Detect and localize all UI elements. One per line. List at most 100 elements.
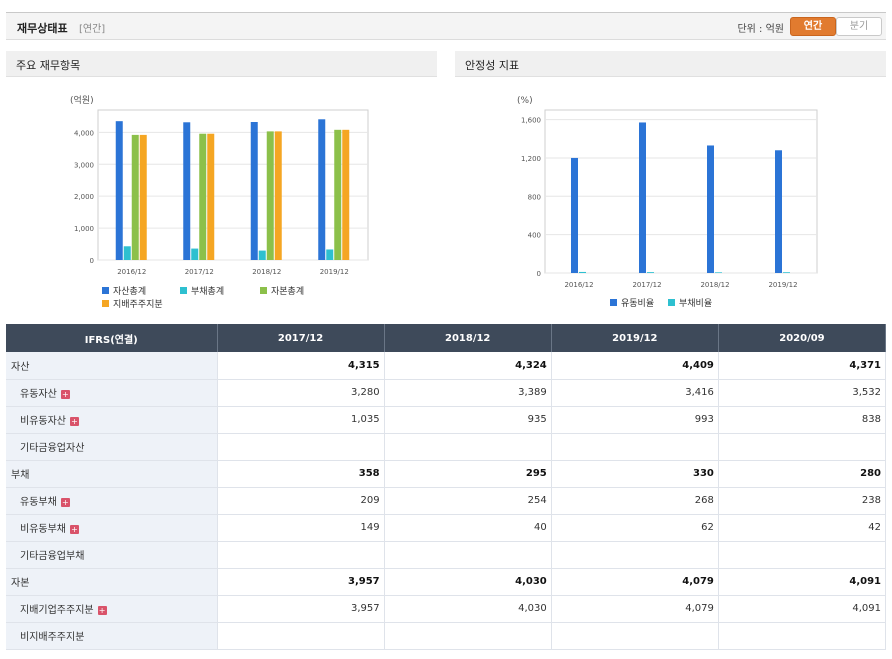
legend-label: 부채총계 — [191, 285, 224, 297]
value-cell: 3,957 — [217, 568, 385, 596]
value-cell — [718, 541, 887, 569]
expand-plus-icon[interactable]: + — [70, 524, 79, 534]
quarterly-toggle-button[interactable]: 분기 — [836, 17, 882, 36]
row-label-text: 유동자산 — [20, 389, 57, 400]
value-cell: 993 — [551, 406, 719, 434]
financial-table: IFRS(연결) 2017/12 2018/12 2019/12 2020/09… — [6, 324, 887, 650]
value-cell: 42 — [718, 514, 887, 542]
expand-plus-icon[interactable]: + — [60, 497, 70, 507]
value-cell: 4,371 — [718, 352, 887, 380]
x-tick-label: 2016/12 — [117, 268, 146, 276]
legend-label: 지배주주지분 — [113, 299, 163, 310]
legend-swatch — [668, 299, 675, 306]
row-label-text: 비유동자산 — [20, 416, 66, 427]
row-label-text: 비유동부채 — [20, 524, 66, 535]
value-cell — [718, 433, 887, 461]
statement-period-tag: [연간] — [79, 24, 106, 35]
row-label: 비지배주주지분 — [6, 622, 218, 650]
bar-자본총계 — [266, 131, 274, 260]
value-cell — [384, 433, 552, 461]
value-cell: 238 — [718, 487, 887, 515]
row-label-text: 지배기업주주지분 — [20, 605, 94, 616]
x-tick-label: 2017/12 — [632, 281, 661, 289]
x-tick-label: 2018/12 — [252, 268, 281, 276]
value-cell — [384, 541, 552, 569]
legend-label: 유동비율 — [621, 298, 654, 309]
value-cell: 4,324 — [384, 352, 552, 380]
expand-plus-icon[interactable]: + — [70, 416, 79, 426]
bar-부채총계 — [258, 250, 266, 260]
value-cell: 254 — [384, 487, 552, 515]
bar-지배주주지분 — [139, 134, 147, 260]
bar-부채비율 — [715, 272, 722, 273]
bar-부채총계 — [123, 246, 131, 260]
bar-자산총계 — [318, 119, 326, 260]
table-row: 자본 3,957 4,030 4,079 4,091 — [6, 568, 887, 596]
row-label-text: 기타금융업부채 — [20, 551, 85, 562]
row-label: 비유동자산 + — [6, 406, 218, 434]
row-label: 기타금융업부채 — [6, 541, 218, 569]
bar-유동비율 — [775, 150, 782, 273]
annual-toggle-button[interactable]: 연간 — [790, 17, 836, 36]
value-cell: 935 — [384, 406, 552, 434]
bar-유동비율 — [571, 157, 578, 273]
legend-label: 자본총계 — [271, 285, 304, 297]
y-axis-unit-label: (%) — [517, 96, 533, 106]
y-axis-unit-label: (억원) — [70, 94, 94, 106]
bar-지배주주지분 — [274, 131, 282, 260]
bar-부채비율 — [647, 272, 654, 273]
value-cell: 209 — [217, 487, 385, 515]
value-cell: 4,030 — [384, 595, 552, 623]
value-cell — [551, 541, 719, 569]
value-cell: 295 — [384, 460, 552, 488]
y-tick-label: 3,000 — [74, 161, 94, 169]
plot-area — [544, 109, 818, 274]
x-tick-label: 2017/12 — [185, 268, 214, 276]
statement-header-bar: 재무상태표 [연간] 단위 : 억원 연간 분기 — [6, 12, 886, 40]
table-row: 유동부채 +209 254 268 238 — [6, 487, 887, 515]
y-tick-label: 1,000 — [74, 225, 94, 233]
row-label-text: 부채 — [11, 470, 30, 481]
legend-label: 부채비율 — [679, 298, 712, 309]
value-cell: 62 — [551, 514, 719, 542]
header-cell: 2020/09 — [718, 324, 887, 352]
expand-plus-icon[interactable]: + — [60, 389, 70, 399]
header-cell: IFRS(연결) — [6, 324, 218, 352]
table-row: 비지배주주지분 — [6, 622, 887, 650]
panel-title-stability: 안정성 지표 — [455, 51, 886, 77]
value-cell: 4,091 — [718, 568, 887, 596]
expand-plus-icon[interactable]: + — [97, 605, 107, 615]
bar-자본총계 — [334, 129, 342, 260]
table-row: 부채 358 295 330 280 — [6, 460, 887, 488]
header-cell: 2019/12 — [551, 324, 719, 352]
row-label: 자본 — [6, 568, 218, 596]
value-cell — [217, 433, 385, 461]
value-cell: 3,389 — [384, 379, 552, 407]
stability-chart: (%) 0 400 800 1,200 1,600 2016/12 2017/12 2018/1… — [517, 96, 818, 309]
table-row: 자산 4,315 4,324 4,409 4,371 — [6, 352, 887, 380]
key-items-chart: (억원) 0 1,000 2,000 3,000 4,000 2016/12 2017/12 2… — [70, 94, 369, 310]
value-cell — [551, 622, 719, 650]
table-row: 비유동자산 +1,035 935 993 838 — [6, 406, 887, 434]
legend-swatch — [260, 287, 267, 294]
value-cell: 3,957 — [217, 595, 385, 623]
value-cell — [718, 622, 887, 650]
y-tick-label: 4,000 — [74, 129, 94, 137]
x-tick-label: 2016/12 — [564, 281, 593, 289]
y-tick-label: 0 — [537, 270, 541, 278]
value-cell: 3,532 — [718, 379, 887, 407]
x-tick-label: 2019/12 — [768, 281, 797, 289]
row-label-text: 자본 — [11, 578, 30, 589]
value-cell: 4,315 — [217, 352, 385, 380]
value-cell — [217, 541, 385, 569]
table-row: 유동자산 +3,280 3,389 3,416 3,532 — [6, 379, 887, 407]
table-row: 지배기업주주지분 +3,957 4,030 4,079 4,091 — [6, 595, 887, 623]
value-cell: 4,091 — [718, 595, 887, 623]
value-cell: 280 — [718, 460, 887, 488]
value-cell — [551, 433, 719, 461]
y-tick-label: 400 — [528, 232, 541, 240]
legend-swatch — [610, 299, 617, 306]
bar-유동비율 — [707, 145, 714, 273]
bar-자본총계 — [199, 133, 207, 260]
value-cell: 4,079 — [551, 595, 719, 623]
